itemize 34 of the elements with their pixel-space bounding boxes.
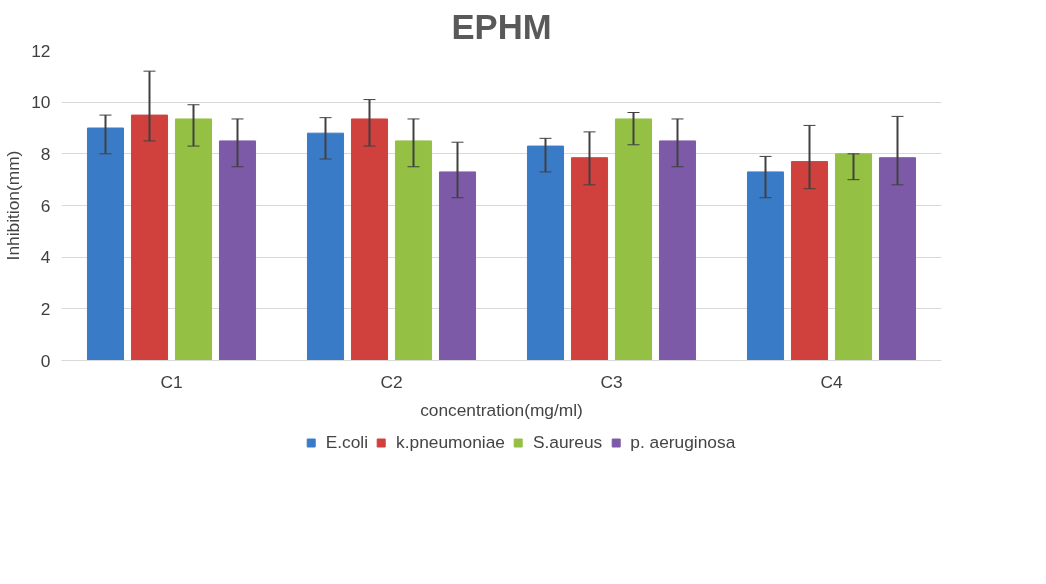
bar [834,153,873,361]
bar [790,161,829,361]
x-axis-title: concentration(mg/ml) [420,399,583,420]
bar [306,132,345,361]
bar [878,157,917,361]
x-tick-label: C1 [160,371,183,392]
x-tick-label: C4 [820,371,843,392]
bar [174,118,213,361]
legend-label: E.coli [325,431,369,453]
bar [438,171,477,361]
bar [570,157,609,361]
bar [394,140,433,361]
bar [658,140,697,361]
bar [746,171,785,361]
y-tick-label: 10 [31,92,51,113]
bar [86,127,125,361]
bar [614,118,653,361]
y-tick-label: 6 [40,195,51,216]
bar [218,140,257,361]
y-tick-label: 12 [31,40,51,61]
bar [130,114,169,361]
x-tick-label: C2 [380,371,403,392]
y-tick-label: 4 [40,247,51,268]
x-tick-label: C3 [600,371,623,392]
bar [526,145,565,361]
y-axis-title: Inhibition(mm) [3,150,24,261]
y-tick-label: 2 [40,298,51,319]
legend-label: p. aeruginosa [630,431,736,453]
legend-label: k.pneumoniae [396,431,505,453]
chart-title: EPHM [451,7,552,46]
y-tick-label: 8 [40,143,51,164]
bar [350,118,389,361]
y-tick-label: 0 [40,350,51,371]
legend-label: S.aureus [532,431,603,453]
